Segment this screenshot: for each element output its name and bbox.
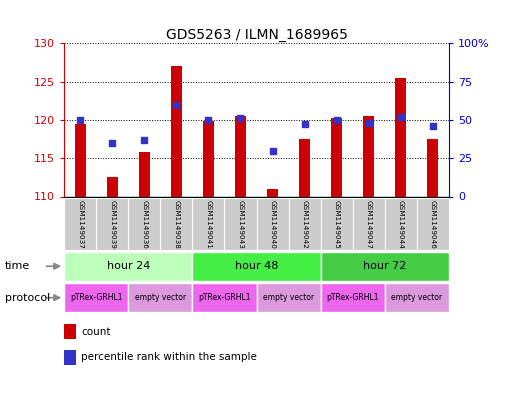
- Text: GSM1149039: GSM1149039: [109, 200, 115, 248]
- Text: hour 72: hour 72: [363, 261, 406, 271]
- Bar: [256, 198, 288, 250]
- Text: percentile rank within the sample: percentile rank within the sample: [82, 352, 258, 362]
- Bar: [395, 78, 406, 196]
- Point: [429, 123, 437, 129]
- Point: [332, 117, 341, 123]
- Bar: [64, 324, 76, 340]
- Bar: [64, 252, 192, 281]
- Bar: [321, 198, 353, 250]
- Text: hour 48: hour 48: [235, 261, 278, 271]
- Point: [268, 147, 277, 154]
- Bar: [363, 116, 374, 196]
- Bar: [385, 198, 417, 250]
- Bar: [331, 118, 342, 196]
- Text: pTRex-GRHL1: pTRex-GRHL1: [70, 293, 123, 302]
- Text: GSM1149037: GSM1149037: [77, 200, 83, 248]
- Point: [204, 117, 212, 123]
- Text: protocol: protocol: [5, 293, 50, 303]
- Point: [108, 140, 116, 146]
- Text: GSM1149045: GSM1149045: [333, 200, 340, 248]
- Bar: [299, 139, 310, 196]
- Bar: [128, 198, 160, 250]
- Bar: [192, 252, 321, 281]
- Point: [76, 117, 84, 123]
- Bar: [235, 116, 246, 196]
- Text: GSM1149038: GSM1149038: [173, 200, 180, 248]
- Bar: [321, 252, 449, 281]
- Text: pTRex-GRHL1: pTRex-GRHL1: [326, 293, 379, 302]
- Bar: [64, 198, 96, 250]
- Point: [397, 114, 405, 120]
- Text: GSM1149042: GSM1149042: [302, 200, 308, 248]
- Bar: [225, 198, 256, 250]
- Text: GSM1149036: GSM1149036: [141, 200, 147, 248]
- Text: count: count: [82, 327, 111, 337]
- Text: time: time: [5, 261, 30, 271]
- Point: [236, 115, 245, 121]
- Point: [140, 137, 148, 143]
- Bar: [203, 121, 214, 196]
- Point: [365, 120, 373, 126]
- Bar: [96, 198, 128, 250]
- Bar: [288, 198, 321, 250]
- Text: GSM1149044: GSM1149044: [398, 200, 404, 248]
- Bar: [139, 152, 150, 196]
- Bar: [427, 139, 439, 196]
- Text: GSM1149040: GSM1149040: [269, 200, 275, 248]
- Point: [301, 121, 309, 128]
- Bar: [267, 189, 278, 196]
- Title: GDS5263 / ILMN_1689965: GDS5263 / ILMN_1689965: [166, 28, 347, 42]
- Bar: [256, 283, 321, 312]
- Bar: [64, 283, 128, 312]
- Bar: [417, 198, 449, 250]
- Bar: [74, 124, 86, 196]
- Bar: [385, 283, 449, 312]
- Bar: [353, 198, 385, 250]
- Point: [172, 101, 181, 108]
- Bar: [64, 350, 76, 365]
- Bar: [107, 177, 118, 196]
- Text: empty vector: empty vector: [263, 293, 314, 302]
- Bar: [160, 198, 192, 250]
- Bar: [321, 283, 385, 312]
- Text: GSM1149043: GSM1149043: [238, 200, 244, 248]
- Bar: [128, 283, 192, 312]
- Text: GSM1149047: GSM1149047: [366, 200, 372, 248]
- Bar: [192, 283, 256, 312]
- Text: pTRex-GRHL1: pTRex-GRHL1: [198, 293, 251, 302]
- Text: GSM1149041: GSM1149041: [205, 200, 211, 248]
- Text: hour 24: hour 24: [107, 261, 150, 271]
- Text: GSM1149046: GSM1149046: [430, 200, 436, 248]
- Text: empty vector: empty vector: [135, 293, 186, 302]
- Bar: [171, 66, 182, 196]
- Bar: [192, 198, 225, 250]
- Text: empty vector: empty vector: [391, 293, 442, 302]
